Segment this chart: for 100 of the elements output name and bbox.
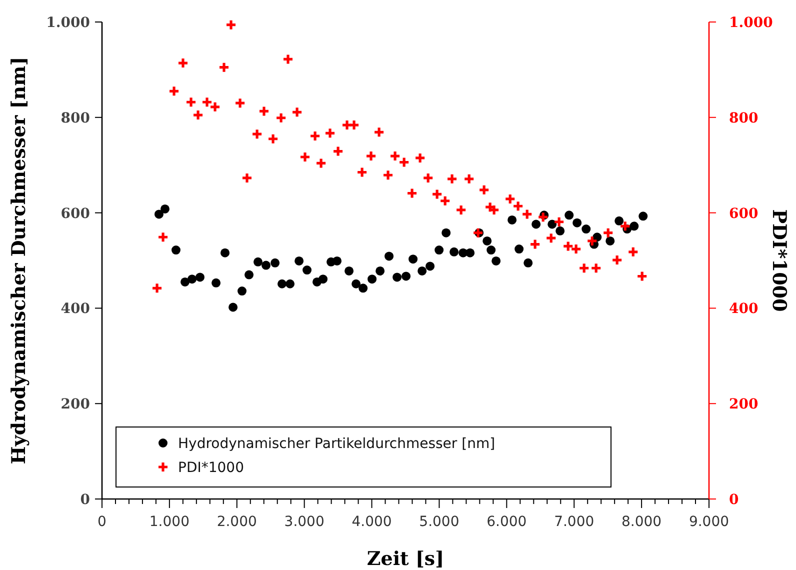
point <box>376 266 385 276</box>
point <box>564 210 574 220</box>
x-tick-label: 2.000 <box>216 514 257 530</box>
y-tick-label: 800 <box>60 110 90 126</box>
point <box>406 187 418 200</box>
point <box>463 173 475 185</box>
point <box>586 235 598 247</box>
point <box>238 286 247 296</box>
point <box>160 204 170 214</box>
point <box>262 260 271 270</box>
x-tick-label: 0 <box>98 514 106 530</box>
y2-tick-label: 400 <box>729 301 758 318</box>
point <box>548 220 557 229</box>
point <box>392 272 402 282</box>
legend-label: Hydrodynamischer Partikeldurchmesser [nm] <box>178 436 496 452</box>
point <box>151 282 163 294</box>
point <box>299 151 311 163</box>
point <box>619 220 631 232</box>
point <box>373 126 385 138</box>
legend-label: PDI*1000 <box>178 460 244 476</box>
point <box>398 156 410 168</box>
point <box>241 172 253 184</box>
point <box>251 128 263 140</box>
point <box>286 279 295 288</box>
point <box>611 254 623 266</box>
point <box>309 130 321 142</box>
point <box>318 274 328 284</box>
point <box>614 216 624 226</box>
point <box>384 252 394 261</box>
point <box>556 226 565 236</box>
point <box>244 270 254 280</box>
point <box>212 278 221 288</box>
point <box>154 210 164 219</box>
x-tick-label: 7.000 <box>554 514 594 530</box>
point <box>228 302 238 312</box>
point <box>422 172 434 184</box>
y-tick-label: 1.000 <box>46 15 90 31</box>
y-axis-title: Hydrodynamischer Durchmesser [nm] <box>8 56 30 464</box>
point <box>218 62 230 74</box>
point <box>270 258 280 268</box>
point <box>590 262 602 274</box>
point <box>177 57 189 69</box>
point <box>537 211 549 223</box>
x-tick-label: 4.000 <box>352 514 392 530</box>
point <box>524 258 533 268</box>
point <box>157 231 169 243</box>
point <box>278 279 287 288</box>
point <box>302 266 312 275</box>
point <box>408 254 418 264</box>
point <box>514 244 524 254</box>
point <box>418 266 427 276</box>
point <box>368 274 377 284</box>
point <box>188 274 197 284</box>
x-tick-label: 9.000 <box>688 514 730 530</box>
point <box>332 256 342 266</box>
point <box>220 248 230 258</box>
point <box>389 150 401 162</box>
point <box>455 204 467 216</box>
point <box>472 227 484 239</box>
point <box>254 257 262 266</box>
point <box>225 19 237 31</box>
y2-tick-label: 600 <box>729 206 758 222</box>
point <box>352 279 361 288</box>
point <box>466 248 475 258</box>
point <box>486 246 496 255</box>
point <box>358 284 368 293</box>
x-tick-label: 3.000 <box>284 514 324 530</box>
point <box>627 246 639 258</box>
point <box>529 238 541 250</box>
point <box>402 272 411 281</box>
point <box>195 272 204 282</box>
point <box>414 152 426 164</box>
point <box>442 228 451 238</box>
point <box>450 247 459 256</box>
point <box>630 222 639 231</box>
x-tick-label: 8.000 <box>622 514 662 530</box>
point <box>168 85 180 97</box>
point <box>478 184 490 196</box>
x-tick-label: 1.000 <box>149 514 190 530</box>
point <box>171 246 180 255</box>
point <box>344 266 354 276</box>
point <box>545 232 557 244</box>
point <box>434 246 444 255</box>
point <box>180 277 190 286</box>
point <box>521 208 533 220</box>
y-tick-label: 0 <box>80 492 90 508</box>
point <box>258 105 270 117</box>
point <box>234 97 246 109</box>
point <box>638 212 648 221</box>
point <box>282 53 294 66</box>
point <box>192 109 204 121</box>
point <box>356 166 368 178</box>
point <box>606 236 615 246</box>
point <box>185 96 197 108</box>
point <box>382 169 394 181</box>
point <box>275 112 287 124</box>
point <box>291 106 303 118</box>
point <box>582 224 591 234</box>
y2-axis-title: PDI*1000 <box>768 209 790 312</box>
point <box>508 215 517 224</box>
